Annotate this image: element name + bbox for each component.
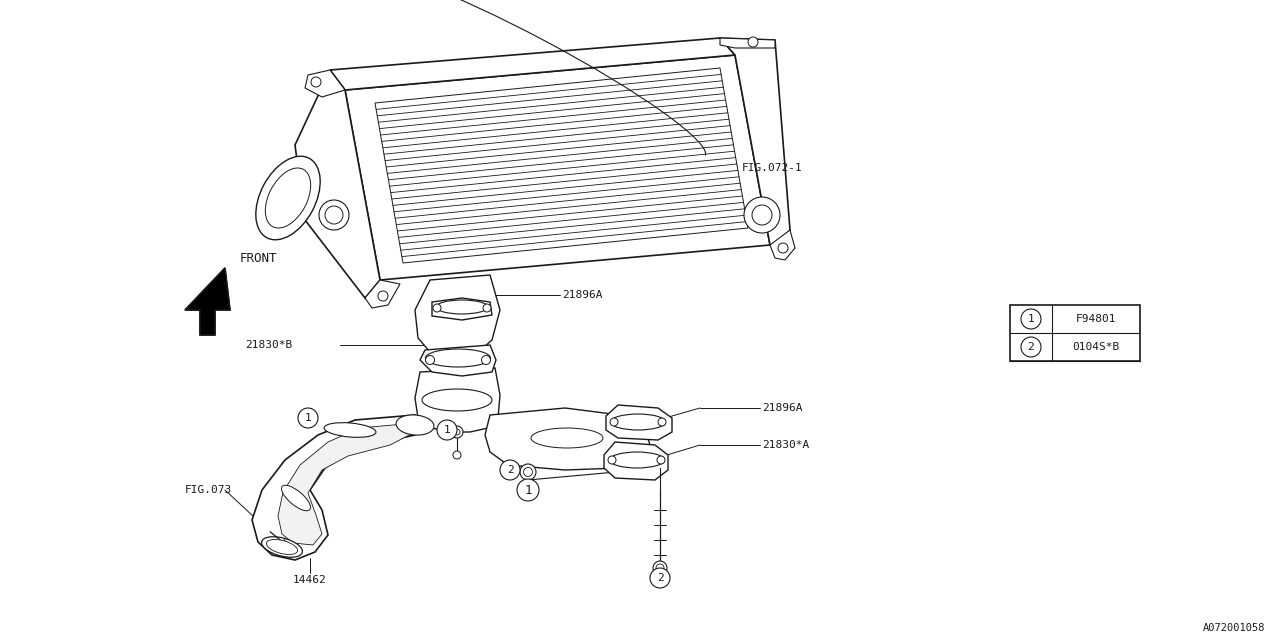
Circle shape [658,418,666,426]
Text: 1: 1 [1028,314,1034,324]
Circle shape [325,206,343,224]
Text: 21896A: 21896A [762,403,803,413]
Text: A072001058: A072001058 [1202,623,1265,633]
Ellipse shape [396,415,434,435]
Circle shape [524,467,532,477]
Circle shape [657,456,666,464]
Circle shape [520,464,536,480]
Polygon shape [278,423,415,545]
Circle shape [451,426,463,438]
Polygon shape [415,275,500,358]
Circle shape [311,77,321,87]
Text: 1: 1 [525,483,531,497]
Circle shape [319,200,349,230]
Circle shape [425,355,434,365]
Text: F94801: F94801 [1075,314,1116,324]
Circle shape [483,304,492,312]
Circle shape [650,568,669,588]
Ellipse shape [282,485,311,511]
Circle shape [608,456,616,464]
Polygon shape [294,70,380,298]
Circle shape [744,197,780,233]
Circle shape [611,418,618,426]
Polygon shape [485,408,650,470]
Circle shape [378,291,388,301]
Polygon shape [721,38,790,245]
Text: 21830*A: 21830*A [762,440,809,450]
Circle shape [657,564,664,572]
Circle shape [753,205,772,225]
Polygon shape [771,230,795,260]
Circle shape [500,460,520,480]
Polygon shape [305,70,346,97]
Text: 2: 2 [507,465,513,475]
Text: 0104S*B: 0104S*B [1073,342,1120,352]
Circle shape [653,561,667,575]
Ellipse shape [609,452,664,468]
Circle shape [517,479,539,501]
Circle shape [1021,309,1041,329]
Text: 21896A: 21896A [562,290,603,300]
Ellipse shape [436,300,488,314]
Ellipse shape [531,428,603,448]
Circle shape [481,355,490,365]
Polygon shape [330,38,735,90]
Text: FIG.072-1: FIG.072-1 [742,163,803,173]
Polygon shape [605,405,672,440]
Ellipse shape [266,540,297,554]
Ellipse shape [256,156,320,240]
Circle shape [436,420,457,440]
Text: 1: 1 [444,425,451,435]
Polygon shape [346,55,771,280]
Polygon shape [375,68,748,263]
Ellipse shape [261,537,302,557]
Polygon shape [186,268,230,335]
Ellipse shape [425,349,490,367]
Circle shape [748,37,758,47]
Polygon shape [420,345,497,376]
Polygon shape [604,442,668,480]
Circle shape [298,408,317,428]
Circle shape [454,429,460,435]
Polygon shape [433,298,492,320]
Ellipse shape [324,422,376,437]
Polygon shape [721,38,774,48]
Circle shape [453,451,461,459]
Text: 2: 2 [657,573,663,583]
Ellipse shape [422,389,492,411]
Text: 21830*B: 21830*B [244,340,292,350]
Text: 1: 1 [305,413,311,423]
Text: FRONT: FRONT [241,252,278,264]
Circle shape [1021,337,1041,357]
Polygon shape [252,415,415,560]
Text: 14462: 14462 [293,575,326,585]
Circle shape [778,243,788,253]
Ellipse shape [265,168,311,228]
Polygon shape [415,368,500,432]
Polygon shape [365,280,401,308]
Text: FIG.073: FIG.073 [186,485,232,495]
Polygon shape [186,268,230,335]
Text: 2: 2 [1028,342,1034,352]
Ellipse shape [611,414,666,430]
Circle shape [433,304,442,312]
